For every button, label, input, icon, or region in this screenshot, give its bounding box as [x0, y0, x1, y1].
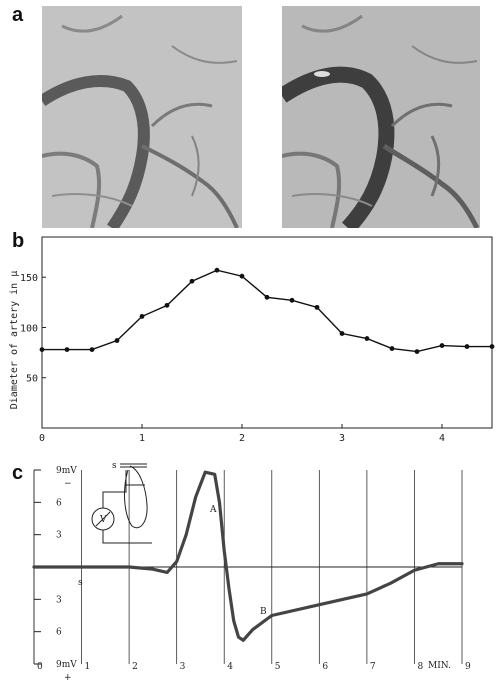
x-tick-label: 4 [439, 433, 445, 444]
diameter-data-point [89, 347, 95, 352]
diameter-data-point [164, 302, 170, 308]
diameter-data-point [289, 297, 295, 303]
curve-label-a: A [209, 505, 217, 515]
diameter-data-point [464, 344, 470, 349]
plot-frame [41, 236, 493, 429]
diameter-chart-marks [39, 267, 495, 354]
y-tick-label: 9mV [56, 466, 77, 476]
electrode-inset: V s [91, 461, 152, 544]
panel-label-c: c [12, 462, 24, 484]
x-axis-unit: MIN. [428, 661, 451, 671]
y-tick-label: 50 [26, 374, 38, 385]
y-tick-label: 100 [20, 323, 38, 334]
y-tick-label: 150 [20, 273, 38, 284]
y-tick-label: 6 [56, 628, 62, 638]
polarity-bottom: + [64, 673, 72, 682]
x-tick-label: 3 [339, 433, 345, 444]
x-tick-label: 9 [465, 662, 471, 672]
x-tick-label: 2 [132, 662, 138, 672]
y-tick-label: 3 [56, 531, 62, 541]
x-tick-label: 7 [370, 662, 376, 672]
diameter-data-point [364, 336, 370, 341]
diameter-data-point [64, 347, 70, 352]
x-tick-label: 0 [37, 662, 43, 672]
diameter-data-point [189, 278, 195, 284]
x-tick-label: 2 [239, 433, 245, 444]
potential-series-line [32, 470, 464, 642]
microscope-image-right [282, 6, 480, 228]
x-tick-label: 1 [139, 433, 145, 444]
diameter-chart: 0 1 2 3 4 50 100 150 Diameter of artery in μ [9, 236, 495, 444]
polarity-top: − [64, 479, 72, 489]
panel-label-a: a [12, 4, 24, 26]
y-tick-label: 9mV [56, 660, 77, 670]
y-axis-label: Diameter of artery in μ [9, 271, 20, 409]
diameter-data-point [314, 304, 320, 310]
y-tick-label: 6 [56, 498, 62, 508]
potential-chart-marks [32, 470, 464, 642]
diameter-data-point [214, 267, 220, 273]
diameter-data-point [414, 349, 420, 354]
diameter-data-point [339, 331, 345, 336]
x-tick-label: 8 [417, 662, 423, 672]
diameter-chart-axes: 0 1 2 3 4 50 100 150 [20, 236, 493, 444]
panel-label-b: b [12, 230, 25, 252]
microscope-image-left [42, 6, 242, 228]
diameter-data-point [39, 347, 45, 352]
diameter-data-point [439, 343, 445, 348]
y-tick-label: 3 [56, 595, 62, 605]
x-tick-label: 3 [180, 662, 186, 672]
x-tick-label: 5 [275, 662, 281, 672]
inset-voltmeter-label: V [99, 515, 107, 525]
potential-chart-axes: 0 1 2 3 4 5 6 7 8 9 9mV 6 3 3 6 9mV [33, 466, 471, 672]
x-tick-label: 4 [227, 662, 233, 672]
diameter-data-point [139, 314, 145, 319]
x-marker-s: s [78, 578, 83, 588]
curve-label-b: B [260, 607, 267, 617]
x-tick-label: 1 [85, 662, 91, 672]
diameter-data-point [489, 344, 495, 349]
diameter-data-point [389, 346, 395, 351]
diameter-data-point [264, 294, 270, 300]
diameter-data-point [114, 338, 120, 343]
diameter-data-point [239, 273, 245, 279]
inset-s-label: s [112, 461, 117, 471]
x-tick-label: 6 [322, 662, 328, 672]
x-tick-label: 0 [39, 433, 45, 444]
